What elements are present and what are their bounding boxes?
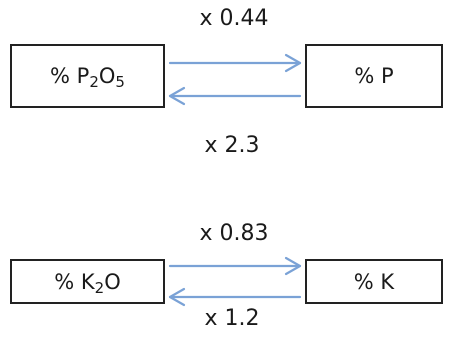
label-p: % P bbox=[354, 64, 394, 88]
forward-arrow-k2o-to-k bbox=[168, 256, 302, 276]
label-p2o5: % P2O5 bbox=[50, 64, 125, 91]
forward-factor-p: x 0.44 bbox=[199, 6, 269, 31]
label-k: % K bbox=[353, 269, 395, 294]
box-p: % P bbox=[305, 44, 443, 108]
forward-arrow-p2o5-to-p bbox=[168, 53, 302, 73]
box-k2o: % K2O bbox=[10, 259, 165, 304]
reverse-arrow-k-to-k2o bbox=[168, 287, 302, 307]
label-k2o: % K2O bbox=[54, 269, 121, 297]
box-p2o5: % P2O5 bbox=[10, 44, 165, 108]
forward-factor-k: x 0.83 bbox=[199, 221, 269, 246]
reverse-factor-k: x 1.2 bbox=[204, 306, 260, 331]
reverse-arrow-p-to-p2o5 bbox=[168, 86, 302, 106]
box-k: % K bbox=[305, 259, 443, 304]
reverse-factor-p: x 2.3 bbox=[204, 133, 260, 158]
